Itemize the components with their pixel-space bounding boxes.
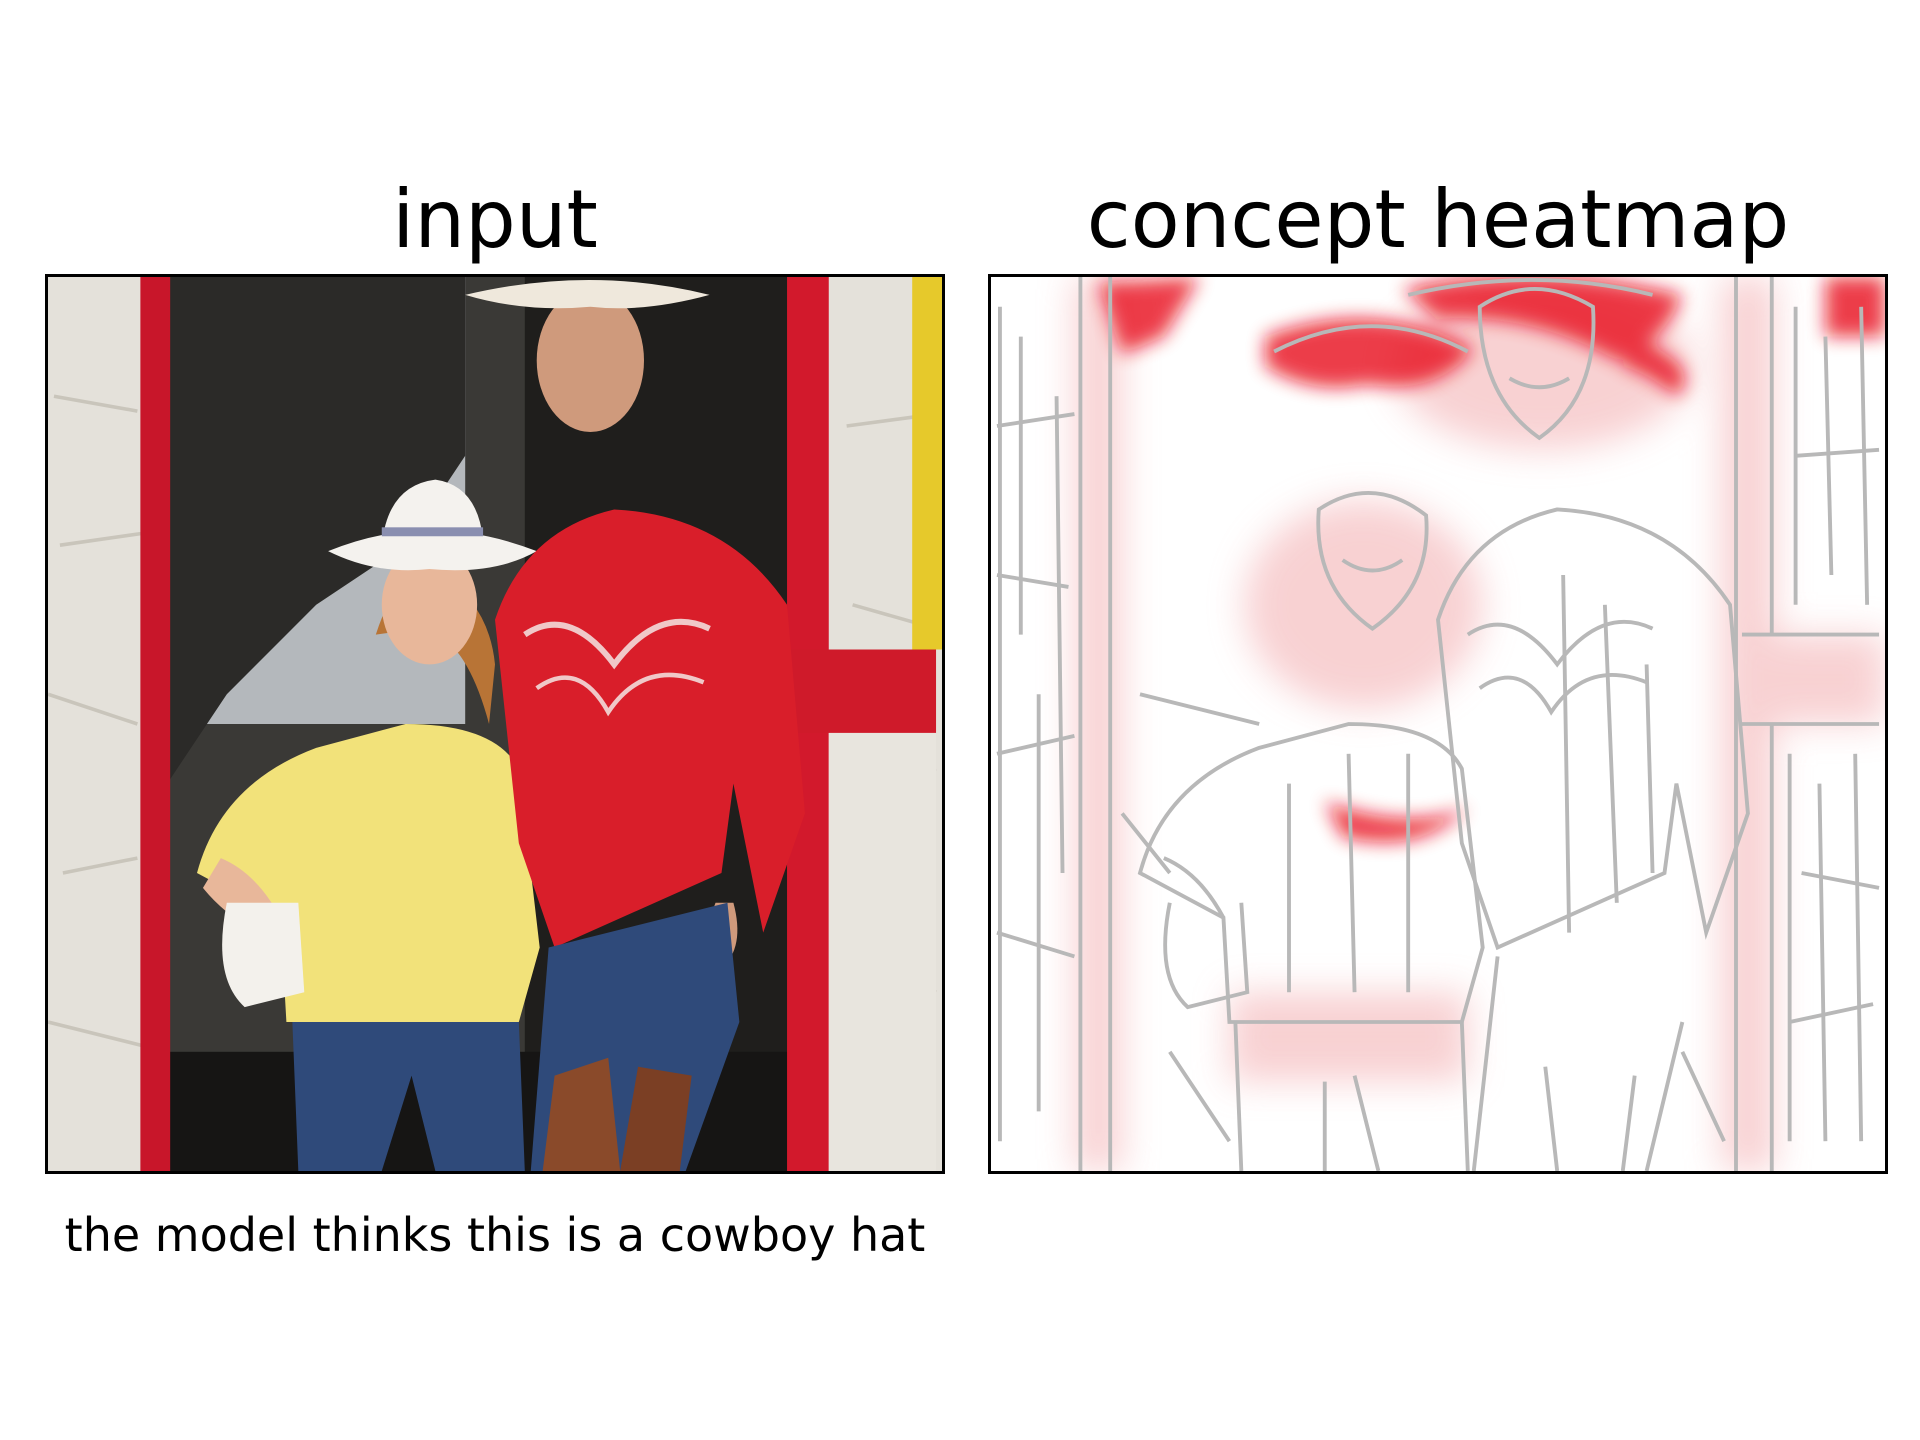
edge-lines <box>996 277 1880 1171</box>
woman-figure <box>197 479 540 1171</box>
input-photo <box>48 277 942 1171</box>
heatmap-image <box>988 274 1888 1174</box>
input-panel-title: input <box>392 173 598 266</box>
caption: the model thinks this is a cowboy hat <box>64 1208 926 1262</box>
heatmap-overlay <box>991 277 1885 1171</box>
man-figure <box>465 279 805 1171</box>
heatmap-panel-title: concept heatmap <box>1086 173 1790 266</box>
input-image <box>45 274 945 1174</box>
